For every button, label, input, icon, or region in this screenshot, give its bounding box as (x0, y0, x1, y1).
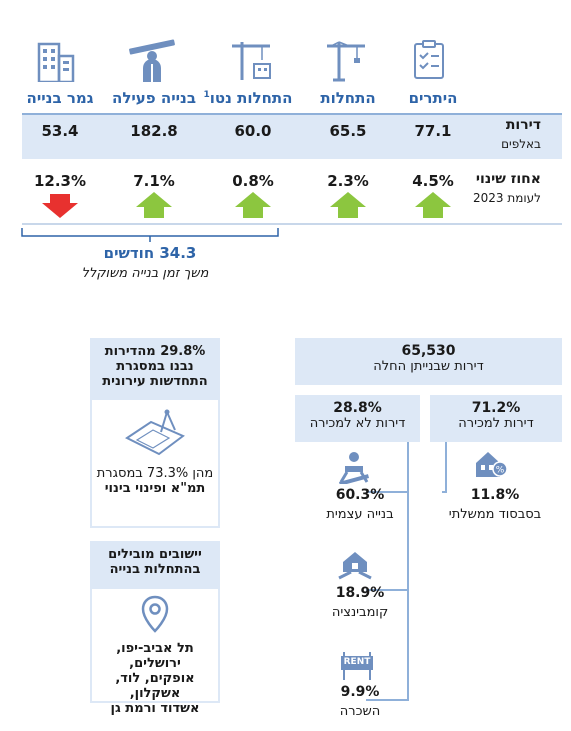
rent-sign-icon: RENT (340, 652, 374, 680)
row-sublabel-thousands: באלפים (501, 137, 541, 151)
total-started-value: 65,530 (401, 343, 456, 359)
location-pin-icon (92, 589, 218, 641)
svg-text:%: % (496, 466, 505, 476)
value-active: 182.8 (130, 122, 178, 140)
column-header-completed: גמר בנייה (26, 89, 94, 107)
self-build-value: 60.3% (335, 487, 385, 503)
not-for-sale-label: דירות לא למכירה (309, 416, 406, 431)
crane-icon (323, 36, 369, 82)
change-net-starts: 0.8% (232, 172, 274, 190)
up-arrow-icon-1 (330, 192, 366, 218)
value-starts: 65.5 (329, 122, 367, 140)
urban-renewal-title-2: נבנו במסגרת (116, 359, 194, 374)
worker-beam-icon (127, 34, 177, 84)
builder-icon (337, 450, 371, 484)
rental-value: 9.9% (340, 684, 380, 700)
subsidized-label: בסבסוד ממשלתי (448, 507, 542, 522)
for-sale-box: 71.2% דירות למכירה (430, 395, 562, 442)
not-for-sale-box: 28.8% דירות לא למכירה (295, 395, 420, 442)
urban-renewal-note-2: תמ"א ופינוי בינוי (104, 481, 206, 496)
row-sublabel-vs-2023: לעומת 2023 (473, 191, 541, 205)
blueprint-icon (92, 400, 218, 466)
change-completed: 12.3% (33, 172, 87, 190)
change-starts: 2.3% (327, 172, 369, 190)
urban-renewal-title-3: התחדשות עירונית (102, 374, 208, 389)
leading-towns-title-2: בהתחלות בנייה (109, 562, 201, 577)
net-crane-icon (230, 36, 276, 82)
duration-value: 34.3 חודשים (103, 244, 197, 262)
row-label-change: אחוז שינוי (475, 171, 541, 187)
column-header-net-starts: התחלות נטו1 (203, 89, 293, 107)
row-divider (22, 223, 562, 225)
for-sale-label: דירות למכירה (458, 416, 534, 431)
building-icon (36, 40, 76, 82)
up-arrow-icon-0 (415, 192, 451, 218)
change-permits: 4.5% (412, 172, 454, 190)
rent-sign-text: RENT (343, 657, 371, 667)
combination-label: קומבינציה (331, 605, 389, 620)
subsidized-value: 11.8% (470, 487, 520, 503)
urban-renewal-card: 29.8% מהדירות נבנו במסגרת התחדשות עירוני… (90, 338, 220, 528)
value-permits: 77.1 (414, 122, 452, 140)
connector-lines (366, 442, 447, 701)
column-header-permits: היתרים (408, 89, 458, 107)
up-arrow-icon-3 (136, 192, 172, 218)
urban-renewal-note-1: מהן 73.3% במסגרת (96, 466, 214, 481)
leading-towns-cities-2: אופקים, לוד, אשקלון, (115, 671, 195, 701)
urban-renewal-title-1: 29.8% מהדירות (104, 344, 206, 359)
leading-towns-header: יישובים מובילים בהתחלות בנייה (92, 543, 218, 589)
duration-label: משך זמן בנייה משוקלל (81, 266, 209, 281)
for-sale-value: 71.2% (471, 400, 521, 416)
change-active: 7.1% (133, 172, 175, 190)
rental-label: השכרה (339, 704, 381, 719)
total-started-label: דירות שבנייתן החלה (373, 359, 484, 374)
self-build-label: בנייה עצמית (326, 507, 394, 522)
permits-clipboard-icon (410, 38, 450, 82)
up-arrow-icon-2 (235, 192, 271, 218)
not-for-sale-value: 28.8% (333, 400, 382, 416)
leading-towns-card: יישובים מובילים בהתחלות בנייה תל אביב-יפ… (90, 541, 220, 716)
combination-value: 18.9% (335, 585, 385, 601)
leading-towns-cities-1: תל אביב-יפו, ירושלים, (116, 641, 194, 671)
duration-bracket (21, 228, 279, 242)
column-header-starts: התחלות (320, 89, 376, 107)
down-arrow-icon-4 (42, 194, 78, 218)
value-net-starts: 60.0 (234, 122, 272, 140)
leading-towns-title-1: יישובים מובילים (108, 547, 202, 562)
leading-towns-cities-3: אשדוד ורמת גן (110, 701, 200, 716)
row-label-apartments: דירות (505, 117, 541, 133)
value-completed: 53.4 (41, 122, 79, 140)
total-started-box: 65,530 דירות שבנייתן החלה (295, 338, 562, 385)
urban-renewal-header: 29.8% מהדירות נבנו במסגרת התחדשות עירוני… (92, 340, 218, 400)
house-discount-icon: % (472, 449, 508, 479)
values-band (22, 113, 562, 159)
change-arrows (42, 192, 451, 218)
column-header-active: בנייה פעילה (112, 89, 196, 107)
house-handshake-icon (337, 548, 373, 580)
